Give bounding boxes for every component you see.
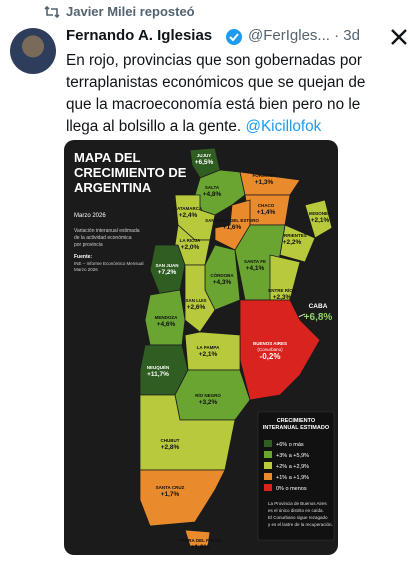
province-name: FORMOSA [253, 173, 277, 178]
province-name: JUJUY [197, 153, 212, 158]
province-name: BUENOS AIRES [253, 341, 287, 346]
source: INE – Informe Económico Mensual [74, 261, 144, 266]
province-value: +1,7% [161, 491, 180, 498]
province-name: TIERRA DEL FUEGO [178, 538, 223, 543]
province-value: +1,3% [255, 179, 274, 186]
province-value: +2,8% [161, 444, 180, 451]
repost-icon [44, 5, 60, 19]
province [304, 199, 333, 239]
province-value: +6,8% [304, 312, 333, 323]
legend-swatch [264, 451, 272, 458]
legend-note: La Provincia de Buenos Aires [268, 501, 328, 506]
map-title: MAPA DEL [74, 150, 141, 165]
separator: · [334, 27, 340, 44]
legend-label: +3% a +5,9% [276, 453, 309, 459]
province-value: +11,7% [147, 371, 169, 378]
legend-label: +2% a +2,9% [276, 464, 309, 470]
province-value: +2,4% [179, 212, 198, 219]
province-name: CÓRDOBA [210, 271, 234, 278]
legend-label: +1% a +1,9% [276, 475, 309, 481]
province-name: CABA [309, 303, 328, 310]
province-value: +7,2% [158, 269, 177, 276]
province-value: +1,4% [257, 209, 276, 216]
legend-label: +6% o más [276, 442, 304, 448]
province-sub: (Conurbano) [257, 347, 283, 352]
map-title: CRECIMIENTO DE [74, 165, 187, 180]
map-date: Marzo 2026 [74, 213, 106, 219]
province-value: +2,1% [311, 217, 330, 224]
source-label: Fuente: [74, 254, 92, 260]
province-name: CHUBUT [161, 438, 180, 443]
legend-label: 0% o menos [276, 486, 307, 492]
province-value: +2,1% [199, 351, 218, 358]
text-line: En rojo, provincias que son gobernadas p… [66, 52, 362, 69]
province [214, 199, 251, 251]
province-name: SANTA CRUZ [156, 485, 185, 490]
legend-title: CRECIMIENTO [277, 418, 316, 424]
legend-note: y es el lastre de la recuperación. [268, 522, 333, 527]
province-value: +2,0% [181, 244, 200, 251]
legend-title: INTERANUAL ESTIMADO [263, 425, 330, 431]
province-name: LA RIOJA [180, 238, 202, 243]
province-value: +2,6% [187, 304, 206, 311]
province-name: MENDOZA [155, 315, 178, 320]
province-name: LA PAMPA [197, 345, 220, 350]
text-line: que la macroeconomía está bien pero no l… [66, 96, 361, 113]
province-value: +4,6% [157, 321, 176, 328]
province [184, 331, 241, 371]
text-line: llega al bolsillo a la gente. @Kicillofo… [66, 116, 365, 138]
verified-badge [226, 29, 242, 45]
province-name: SALTA [205, 185, 220, 190]
map-description: de la actividad económica [74, 235, 132, 241]
legend-swatch [264, 462, 272, 469]
map-title: ARGENTINA [74, 180, 152, 195]
province-value: +4,1% [246, 265, 265, 272]
province-value: -0,2% [260, 352, 281, 361]
province-name: SANTIAGO DEL ESTERO [205, 218, 259, 223]
province-value: +6,5% [195, 159, 214, 166]
repost-label: Javier Milei reposteó [66, 4, 195, 19]
legend-swatch [264, 484, 272, 491]
province-value: +4,3% [213, 279, 232, 286]
province-name: CHACO [258, 203, 275, 208]
province-name: SAN JUAN [155, 263, 178, 268]
province-value: +3,2% [199, 399, 218, 406]
province-name: NEUQUÉN [147, 363, 170, 370]
avatar[interactable] [10, 28, 56, 74]
legend-note: es el único distrito en caída. [268, 508, 324, 513]
legend-note: El Conurbano sigue rezagado [268, 515, 328, 520]
province [139, 469, 226, 527]
province-name: MISIONES [309, 211, 331, 216]
author-handle[interactable]: @FerIgles... · 3d [248, 27, 360, 44]
province-value: +4,8% [203, 191, 222, 198]
province-name: CORRIENTES [277, 233, 307, 238]
province-value: +2,2% [283, 239, 302, 246]
province-name: CATAMARCA [174, 206, 203, 211]
map-description: por provincia [74, 242, 103, 248]
source: Marzo 2026 [74, 267, 98, 272]
mention[interactable]: @Kicillofok [245, 118, 322, 135]
province-name: SANTA FE [244, 259, 266, 264]
province-value: +2,3% [273, 294, 292, 301]
time: 3d [343, 27, 360, 44]
province [184, 529, 211, 547]
map-description: Variación interanual estimada [74, 228, 140, 234]
province-name: RÍO NEGRO [195, 391, 221, 398]
province-name: SAN LUIS [185, 298, 206, 303]
text-line: terraplanistas económicos que se quejan … [66, 74, 366, 91]
province-name: ENTRE RÍOS [268, 286, 296, 293]
legend-swatch [264, 440, 272, 447]
province-value: +1,6% [191, 544, 210, 551]
handle: @FerIgles... [248, 27, 330, 44]
author-name[interactable]: Fernando A. Iglesias [66, 27, 213, 44]
x-logo[interactable] [390, 28, 408, 46]
province-value: +1,6% [223, 224, 242, 231]
legend-swatch [264, 473, 272, 480]
tweet-text: En rojo, provincias que son gobernadas p… [66, 50, 365, 138]
text: llega al bolsillo a la gente. [66, 118, 242, 135]
